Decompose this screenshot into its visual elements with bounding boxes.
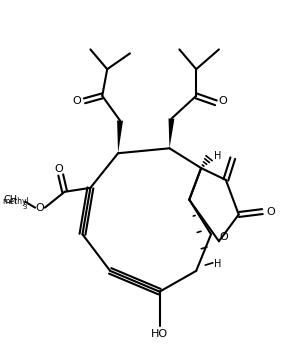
Polygon shape — [169, 118, 174, 148]
Text: 3: 3 — [22, 204, 27, 209]
Text: O: O — [266, 207, 275, 216]
Text: O: O — [220, 232, 228, 242]
Text: H: H — [214, 259, 221, 269]
Text: H: H — [214, 151, 221, 161]
Text: CH: CH — [3, 195, 17, 205]
Text: methyl: methyl — [2, 197, 28, 206]
Text: O: O — [36, 203, 44, 213]
Polygon shape — [117, 120, 123, 153]
Text: O: O — [218, 96, 227, 106]
Text: O: O — [54, 164, 63, 174]
Text: O: O — [72, 96, 81, 106]
Text: HO: HO — [151, 329, 168, 339]
